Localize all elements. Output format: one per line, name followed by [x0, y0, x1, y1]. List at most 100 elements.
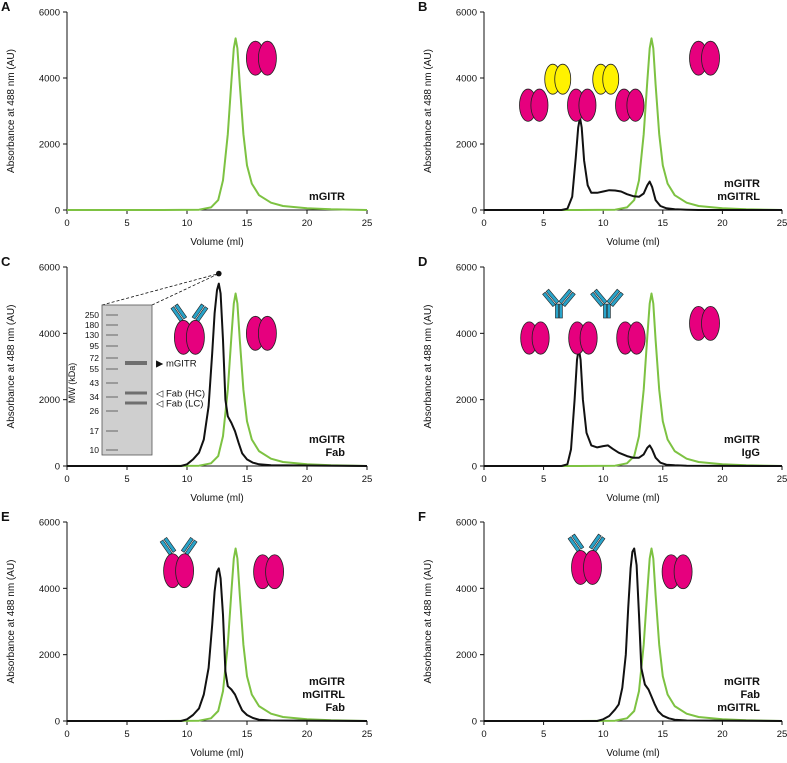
y-tick-label: 2000	[456, 140, 477, 151]
x-axis-label: Volume (ml)	[606, 237, 659, 248]
mgitr-subunit-icon	[674, 555, 692, 589]
figure-canvas: A02000400060000 5 10 15 20 25Volume (ml)Absor…	[0, 0, 787, 763]
mgitr-subunit-icon	[532, 322, 549, 354]
x-tick-label: 5	[124, 218, 129, 229]
x-tick-label: 10	[182, 729, 193, 740]
x-tick-label: 15	[658, 729, 669, 740]
x-axis-label: Volume (ml)	[606, 493, 659, 504]
glyph-dimer	[246, 41, 276, 75]
chart-panel-d: D02000400060000 5 10 15 20 25Volume (ml)Absor…	[418, 254, 787, 504]
y-tick-label: 2000	[39, 395, 60, 406]
chart-panel-a: A 0 2000 4000 6000 0 5 10 15 20 25 Volume (ml) Absor…	[1, 0, 372, 248]
y-tick-label: 2000	[456, 650, 477, 661]
mgitr-subunit-icon	[627, 89, 644, 121]
glyph-fab-dimer	[160, 537, 197, 587]
fab-arm-icon	[171, 304, 187, 322]
x-tick-label: 20	[717, 729, 728, 740]
condition-label: IgG	[742, 447, 760, 459]
x-tick-label: 15	[658, 474, 669, 485]
mw-axis-label: MW (kDa)	[67, 363, 77, 404]
series-line-green	[67, 38, 367, 210]
band-annotation: ▶ mGITR	[156, 359, 197, 370]
y-tick-label: 0	[472, 206, 477, 217]
x-axis-label: Volume (ml)	[190, 748, 243, 759]
mw-marker-label: 34	[90, 392, 100, 402]
y-tick-label: 0	[55, 206, 60, 217]
y-tick-label: 6000	[39, 518, 60, 529]
ladder-band	[106, 382, 118, 384]
y-tick-label: 2000	[456, 395, 477, 406]
band-annotation: ◁ Fab (LC)	[156, 399, 203, 410]
mgitr-subunit-icon	[266, 555, 284, 589]
mw-marker-label: 250	[85, 310, 99, 320]
condition-label: mGITRL	[717, 702, 760, 714]
condition-label: mGITR	[309, 676, 345, 688]
glyph-fab-dimer	[171, 304, 208, 354]
x-tick-label: 0	[64, 729, 69, 740]
condition-label: mGITR	[724, 434, 760, 446]
fab-arm-icon	[160, 537, 176, 555]
y-axis-label: Absorbance at 488 nm (AU)	[423, 560, 434, 684]
gel-inset: 2501801309572554334261710MW (kDa) ▶ mGITR…	[67, 271, 222, 455]
panel-letter: E	[1, 509, 10, 524]
condition-label: mGITR	[724, 178, 760, 190]
ladder-band	[106, 314, 118, 316]
mgitr-subunit-icon	[258, 316, 276, 350]
mgitr-subunit-icon	[628, 322, 645, 354]
mgitr-subunit-icon	[531, 89, 548, 121]
mw-marker-label: 72	[90, 353, 100, 363]
ladder-band	[106, 410, 118, 412]
condition-label: Fab	[325, 702, 345, 714]
x-tick-label: 10	[598, 474, 609, 485]
condition-label: mGITRL	[717, 191, 760, 203]
ladder-band	[106, 334, 118, 336]
mgitr-subunit-icon	[258, 41, 276, 75]
ladder-band	[106, 345, 118, 347]
y-tick-label: 4000	[456, 329, 477, 340]
x-tick-label: 25	[362, 474, 373, 485]
condition-label: mGITR	[309, 434, 345, 446]
gel-connector-line	[152, 274, 219, 305]
x-tick-label: 5	[124, 474, 129, 485]
fab-arm-icon	[181, 537, 197, 555]
condition-label: mGITR	[724, 676, 760, 688]
y-tick-label: 0	[55, 717, 60, 728]
x-tick-label: 20	[717, 474, 728, 485]
x-tick-label: 5	[541, 729, 546, 740]
panel-letter: D	[418, 254, 427, 269]
ladder-band	[106, 430, 118, 432]
y-tick-label: 4000	[456, 74, 477, 85]
panel-letter: B	[418, 0, 427, 14]
x-tick-label: 15	[242, 474, 253, 485]
y-tick-label: 0	[472, 462, 477, 473]
igg-icon	[591, 289, 624, 318]
x-tick-label: 10	[182, 218, 193, 229]
y-tick-label: 4000	[39, 329, 60, 340]
glyph-dimer	[254, 555, 284, 589]
x-tick-label: 0	[481, 218, 486, 229]
x-tick-label: 20	[302, 218, 313, 229]
series-line-green	[484, 549, 782, 722]
y-axis-label: Absorbance at 488 nm (AU)	[423, 305, 434, 429]
y-tick-label: 6000	[39, 8, 60, 19]
x-tick-label: 5	[541, 474, 546, 485]
sample-band	[125, 361, 147, 365]
x-tick-label: 10	[182, 474, 193, 485]
y-axis-label: Absorbance at 488 nm (AU)	[6, 305, 17, 429]
ladder-band	[106, 449, 118, 451]
x-tick-label: 15	[242, 729, 253, 740]
panel-letter: C	[1, 254, 11, 269]
x-tick-label: 15	[658, 218, 669, 229]
glyph-dimer	[662, 555, 692, 589]
y-axis-label: Absorbance at 488 nm (AU)	[6, 49, 17, 173]
panel-letter: A	[1, 0, 11, 14]
series-line-black	[484, 549, 782, 722]
chart-panel-f: F02000400060000 5 10 15 20 25Volume (ml)Absor…	[418, 509, 787, 759]
ladder-band	[106, 368, 118, 370]
chart-panel-c: C02000400060000 5 10 15 20 25Volume (ml)Absor…	[1, 254, 372, 504]
mw-marker-label: 43	[90, 378, 100, 388]
y-tick-label: 0	[472, 717, 477, 728]
mgitr-subunit-icon	[702, 306, 720, 340]
y-axis-label: Absorbance at 488 nm (AU)	[423, 49, 434, 173]
mgitr-subunit-icon	[580, 322, 597, 354]
